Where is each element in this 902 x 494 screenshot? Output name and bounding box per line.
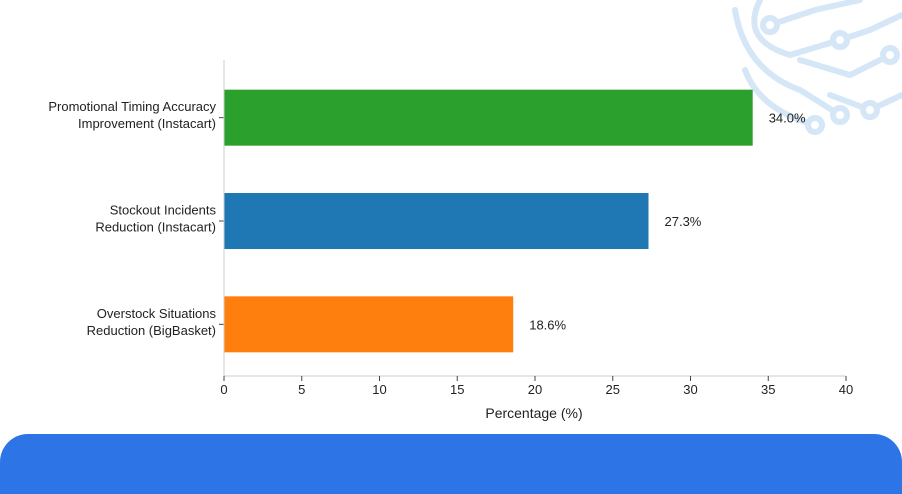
x-tick-label: 10 [372, 382, 386, 397]
category-label: Overstock Situations Reduction (BigBasket… [87, 306, 217, 338]
circuit-decoration [732, 0, 902, 135]
circuit-node [880, 45, 900, 65]
bar [224, 89, 753, 146]
circuit-node [830, 105, 850, 125]
x-tick-label: 35 [761, 382, 775, 397]
x-tick-label: 20 [528, 382, 542, 397]
circuit-trace [837, 12, 902, 43]
category-label: Promotional Timing Accuracy Improvement (… [48, 99, 216, 131]
circuit-trace [797, 52, 893, 79]
circuit-node [760, 15, 780, 35]
bar-value-label: 34.0% [769, 111, 806, 126]
bottom-banner [0, 434, 902, 494]
x-tick-label: 5 [298, 382, 305, 397]
circuit-node [805, 115, 825, 135]
x-tick-label: 40 [839, 382, 853, 397]
bar [224, 193, 649, 249]
bar-chart: 34.0% 27.3% 18.6% Promotional Timing Accur… [48, 60, 853, 421]
circuit-node [860, 100, 880, 120]
x-tick-label: 0 [220, 382, 227, 397]
circuit-trace [742, 67, 818, 128]
circuit-trace [732, 7, 843, 118]
x-tick-label: 30 [683, 382, 697, 397]
bar [224, 296, 514, 353]
bar-value-label: 27.3% [665, 214, 702, 229]
category-label: Stockout Incidents Reduction (Instacart) [95, 203, 216, 235]
x-axis-title: Percentage (%) [485, 405, 582, 421]
circuit-trace [751, 0, 843, 59]
x-tick-label: 15 [450, 382, 464, 397]
bar-value-label: 18.6% [529, 317, 566, 332]
circuit-node [830, 30, 850, 50]
x-tick-label: 25 [606, 382, 620, 397]
circuit-trace [767, 0, 863, 28]
